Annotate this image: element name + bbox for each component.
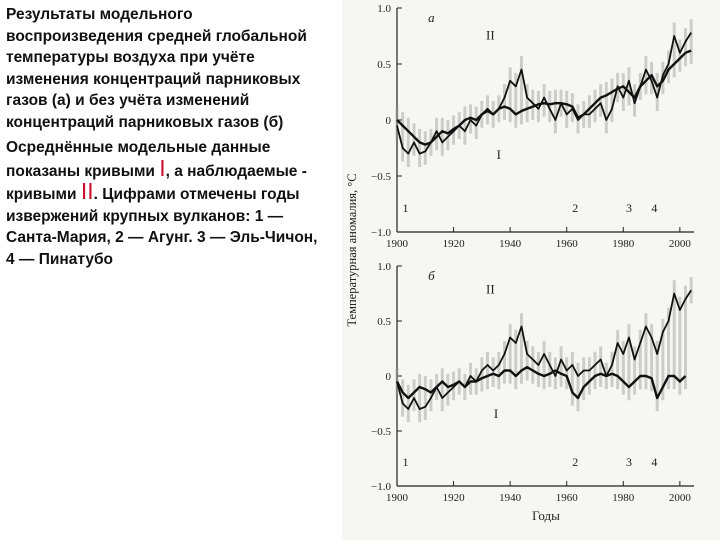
- x-tick-label: 1960: [556, 492, 579, 504]
- series-line-ii: [396, 289, 692, 410]
- x-tick-label: 1980: [612, 238, 635, 250]
- volcano-label: 2: [572, 201, 578, 215]
- volcano-label: 4: [651, 201, 657, 215]
- y-tick-label: −0.5: [371, 426, 391, 438]
- y-axis-label: Температурная аномалия, °С: [345, 173, 359, 326]
- series-line-ii: [396, 32, 692, 155]
- y-tick-label: 1.0: [377, 3, 391, 15]
- x-tick-label: 1960: [556, 238, 579, 250]
- x-tick-label: 1980: [612, 492, 635, 504]
- curve-label: I: [497, 147, 501, 162]
- y-tick-label: −1.0: [371, 227, 391, 239]
- y-tick-label: 0: [386, 371, 392, 383]
- roman-label-ii: II: [80, 178, 94, 204]
- series-line-i: [396, 49, 692, 146]
- caption-paragraph-1: Результаты модельного воспроизведения ср…: [6, 6, 307, 131]
- series-line-i: [395, 366, 687, 400]
- volcano-label: 2: [572, 455, 578, 469]
- curve-label: I: [494, 406, 498, 421]
- x-tick-label: 1940: [499, 492, 521, 504]
- y-tick-label: 0.5: [377, 316, 391, 328]
- x-axis-label: Годы: [532, 508, 560, 523]
- y-tick-label: 0: [386, 115, 392, 127]
- y-tick-label: −0.5: [371, 171, 391, 183]
- x-tick-label: 2000: [669, 238, 692, 250]
- volcano-label: 1: [402, 455, 408, 469]
- caption-text-part-1: Осреднённые модельные данные показаны кр…: [6, 139, 271, 180]
- x-tick-label: 1900: [386, 238, 409, 250]
- y-tick-label: 0.5: [377, 59, 391, 71]
- curve-label: II: [486, 282, 495, 297]
- figure-caption: Результаты модельного воспроизведения ср…: [6, 4, 324, 270]
- x-tick-label: 1920: [443, 238, 466, 250]
- panel-letter: а: [428, 10, 435, 25]
- caption-paragraph-2: Осреднённые модельные данные показаны кр…: [6, 137, 324, 270]
- x-tick-label: 1900: [386, 492, 409, 504]
- y-tick-label: −1.0: [371, 481, 391, 493]
- x-tick-label: 1940: [499, 238, 521, 250]
- temperature-figure: 1.0 0.5 0 −0.5 −1.0 1900 1920 1940 1960 1980 2000 а…: [342, 0, 720, 540]
- volcano-label: 3: [626, 201, 632, 215]
- volcano-label: 1: [402, 201, 408, 215]
- x-tick-label: 2000: [669, 492, 692, 504]
- roman-label-i: I: [159, 154, 166, 181]
- caption-text-part-2: , а наблюдаемые - кривыми: [6, 162, 307, 204]
- y-tick-label: 1.0: [377, 261, 391, 273]
- volcano-label: 4: [651, 455, 657, 469]
- caption-text-part-3: . Цифрами отмечены годы извержений крупн…: [6, 186, 318, 268]
- curve-label: II: [486, 27, 495, 42]
- panel-letter: б: [428, 268, 435, 283]
- x-tick-label: 1920: [443, 492, 466, 504]
- volcano-label: 3: [626, 455, 632, 469]
